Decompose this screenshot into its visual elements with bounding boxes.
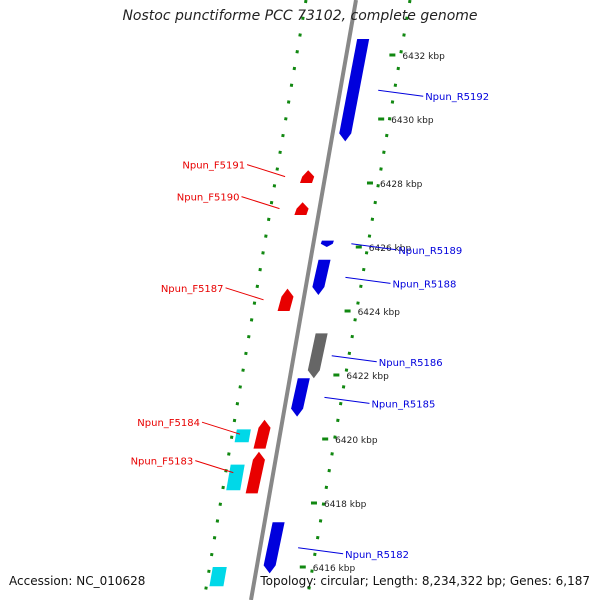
gene-label[interactable]: Npun_F5187 <box>161 284 224 295</box>
gene-arrow[interactable] <box>312 259 331 295</box>
map-title: Nostoc punctiforme PCC 73102, complete g… <box>122 8 478 24</box>
tick-label: 6416 kbp <box>313 564 356 574</box>
label-leader <box>331 355 377 363</box>
gene-arrow[interactable] <box>339 39 370 142</box>
gene-arrow[interactable] <box>277 288 294 311</box>
label-leader <box>351 243 397 251</box>
genome-backbone <box>249 0 358 601</box>
label-leader <box>345 276 391 284</box>
label-leader <box>324 396 370 404</box>
gene-arrow[interactable] <box>294 202 309 215</box>
gene-label[interactable]: Npun_R5182 <box>345 550 409 561</box>
gene-label[interactable]: Npun_F5184 <box>137 418 200 429</box>
tick-label: 6420 kbp <box>335 436 378 446</box>
label-leader <box>246 164 286 178</box>
gene-arrow[interactable] <box>307 333 328 379</box>
rna-feature[interactable] <box>234 429 251 443</box>
label-leader <box>195 460 234 474</box>
label-leader <box>201 421 241 435</box>
gene-label[interactable]: Npun_R5192 <box>425 92 489 103</box>
gene-label[interactable]: Npun_F5191 <box>182 161 245 172</box>
gene-arrow[interactable] <box>245 451 265 494</box>
rna-feature[interactable] <box>226 464 245 491</box>
gene-arrow[interactable] <box>291 378 310 417</box>
gene-arrow[interactable] <box>320 240 334 247</box>
tick-label: 6432 kbp <box>402 52 445 62</box>
tick-label: 6424 kbp <box>358 308 401 318</box>
tick-label: 6422 kbp <box>346 372 389 382</box>
gene-label[interactable]: Npun_R5185 <box>371 399 435 410</box>
gene-label[interactable]: Npun_F5183 <box>131 457 194 468</box>
gene-label[interactable]: Npun_R5188 <box>392 279 456 290</box>
gene-arrow[interactable] <box>263 522 285 574</box>
tick-label: 6428 kbp <box>380 180 423 190</box>
label-leader <box>298 547 344 555</box>
gene-arrow[interactable] <box>299 170 315 183</box>
rna-feature[interactable] <box>209 567 227 587</box>
accession-text: Accession: NC_010628 <box>9 574 146 588</box>
label-leader <box>378 89 424 97</box>
gene-arrow[interactable] <box>253 419 271 449</box>
gene-label[interactable]: Npun_R5189 <box>398 246 462 257</box>
label-leader <box>241 196 280 210</box>
gene-label[interactable]: Npun_F5190 <box>177 193 240 204</box>
label-leader <box>225 287 264 301</box>
topology-summary: Topology: circular; Length: 8,234,322 bp… <box>260 574 590 588</box>
tick-label: 6418 kbp <box>324 500 367 510</box>
gene-label[interactable]: Npun_R5186 <box>379 358 443 369</box>
tick-label: 6430 kbp <box>391 116 434 126</box>
